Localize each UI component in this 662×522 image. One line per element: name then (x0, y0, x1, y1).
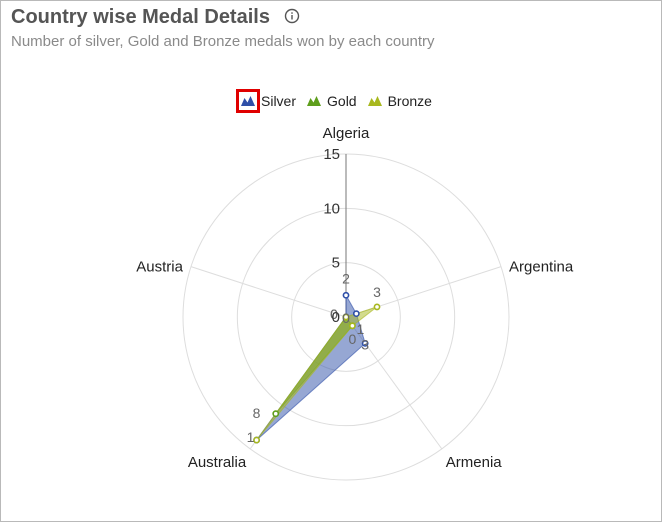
legend-label-bronze: Bronze (387, 93, 432, 109)
data-point-bronze[interactable] (348, 322, 356, 330)
data-point-silver[interactable] (352, 310, 360, 318)
legend-label-gold: Gold (327, 93, 357, 109)
legend-bronze-area-mountain-icon (363, 89, 387, 113)
chart-subtitle: Number of silver, Gold and Bronze medals… (11, 33, 435, 50)
data-point-silver[interactable] (361, 339, 369, 347)
category-label-australia: Australia (188, 454, 247, 471)
radial-tick-label: 5 (332, 255, 340, 272)
legend-silver-area-mountain-icon (236, 89, 260, 113)
data-label-silver: 2 (342, 270, 350, 286)
radial-tick-label: 10 (323, 200, 340, 217)
info-icon[interactable] (284, 8, 300, 24)
category-label-austria: Austria (136, 259, 183, 276)
data-label-gold: 0 (342, 310, 350, 326)
data-label-silver: 1 (247, 429, 255, 445)
data-label-bronze: 1 (356, 321, 364, 337)
data-label-bronze: 8 (253, 405, 261, 421)
chart-title: Country wise Medal Details (11, 6, 270, 28)
data-label-silver: 0 (330, 306, 338, 322)
legend-item-bronze[interactable]: Bronze (363, 89, 432, 113)
chart-legend: Silver Gold Bronze (236, 88, 438, 114)
legend-label-silver: Silver (261, 93, 297, 109)
spoke-line (190, 266, 347, 318)
legend-item-silver[interactable]: Silver (236, 89, 296, 113)
radial-tick-label: 0 (332, 309, 340, 326)
data-label-silver: 3 (361, 336, 369, 352)
data-point-bronze[interactable] (373, 303, 381, 311)
legend-item-gold[interactable]: Gold (302, 89, 357, 113)
radial-tick-label: 15 (323, 146, 340, 163)
data-point-bronze[interactable] (342, 313, 350, 321)
data-point-bronze[interactable] (253, 436, 260, 444)
category-label-argentina: Argentina (509, 259, 574, 276)
data-label-bronze: 3 (373, 284, 381, 300)
category-label-armenia: Armenia (446, 454, 503, 471)
data-point-gold[interactable] (272, 410, 280, 418)
data-point-silver[interactable] (342, 291, 350, 299)
category-label-algeria: Algeria (323, 125, 370, 142)
data-label-gold: 0 (330, 306, 338, 322)
legend-gold-area-mountain-icon (302, 89, 326, 113)
data-label-gold: 0 (348, 331, 356, 347)
